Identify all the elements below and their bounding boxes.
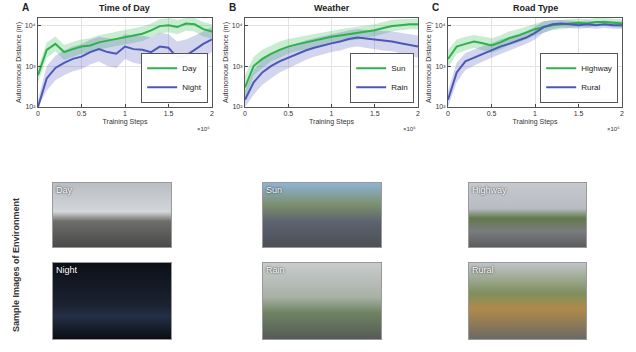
svg-text:Rural: Rural [581,83,600,92]
svg-text:Sun: Sun [391,64,405,73]
svg-text:Autonomous Distance (m): Autonomous Distance (m) [425,22,433,103]
svg-text:Weather: Weather [314,3,350,13]
html-text:Rain: Rain [266,265,285,275]
html-text:Night: Night [56,265,77,275]
svg-text:1.5: 1.5 [574,110,584,117]
svg-text:0: 0 [243,110,247,117]
svg-text:×10⁶: ×10⁶ [403,126,416,132]
svg-text:1.5: 1.5 [164,110,174,117]
svg-text:10³: 10³ [435,63,446,70]
svg-text:2: 2 [620,110,624,117]
svg-text:2: 2 [210,110,214,117]
html-text:Sample Images of Environment: Sample Images of Environment [11,198,21,332]
svg-text:0.5: 0.5 [77,110,87,117]
svg-text:1: 1 [330,110,334,117]
svg-text:×10⁶: ×10⁶ [197,126,210,132]
svg-text:B: B [229,2,236,13]
svg-text:Autonomous Distance (m): Autonomous Distance (m) [15,22,23,103]
svg-text:1: 1 [533,110,537,117]
svg-text:Road Type: Road Type [513,3,558,13]
svg-text:Training Steps: Training Steps [103,118,148,126]
svg-text:C: C [432,2,439,13]
svg-text:Training Steps: Training Steps [513,118,558,126]
html-text:Sun: Sun [266,185,282,195]
svg-text:10²: 10² [435,103,446,110]
svg-text:1.5: 1.5 [370,110,380,117]
svg-text:0.5: 0.5 [283,110,293,117]
svg-text:10⁴: 10⁴ [435,22,446,29]
svg-text:10³: 10³ [25,63,36,70]
svg-text:10⁴: 10⁴ [232,22,243,29]
svg-text:10³: 10³ [232,63,243,70]
svg-text:Time of Day: Time of Day [99,3,150,13]
svg-text:×10⁶: ×10⁶ [607,126,620,132]
html-text:Rural: Rural [472,265,494,275]
html-text:Highway: Highway [472,185,507,195]
html-text:Day: Day [56,185,72,195]
svg-text:0.5: 0.5 [487,110,497,117]
svg-text:0: 0 [446,110,450,117]
svg-text:1: 1 [123,110,127,117]
svg-text:0: 0 [36,110,40,117]
svg-text:Training Steps: Training Steps [309,118,354,126]
svg-text:Autonomous Distance (m): Autonomous Distance (m) [222,22,230,103]
svg-text:Night: Night [182,83,201,92]
svg-text:2: 2 [416,110,420,117]
svg-text:10²: 10² [232,103,243,110]
svg-text:Day: Day [182,64,196,73]
svg-text:10²: 10² [25,103,36,110]
svg-text:A: A [22,2,29,13]
svg-text:10⁴: 10⁴ [25,22,36,29]
svg-text:Highway: Highway [581,64,612,73]
svg-text:Rain: Rain [391,83,407,92]
